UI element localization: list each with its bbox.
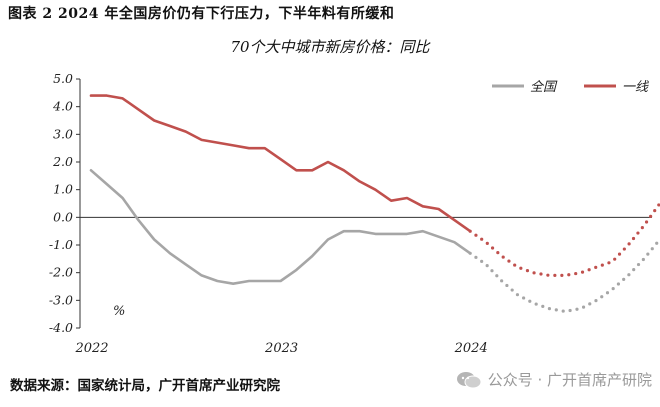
y-tick-label: 2.0 xyxy=(52,154,73,169)
y-tick-label: -2.0 xyxy=(49,265,73,280)
wechat-icon xyxy=(456,371,482,388)
y-tick-label: -1.0 xyxy=(49,237,73,252)
y-unit-label: % xyxy=(113,304,125,319)
source-note: 数据来源：国家统计局，广开首席产业研究院 xyxy=(10,378,280,394)
y-tick-label: 0.0 xyxy=(53,209,73,224)
x-tick-label: 2023 xyxy=(264,341,298,356)
series-line-tier1-solid xyxy=(89,94,472,233)
x-tick-label: 2024 xyxy=(454,341,488,356)
y-tick-label: 3.0 xyxy=(53,126,73,141)
series-line-national-solid xyxy=(89,169,472,286)
series-line-tier1-dotted xyxy=(468,201,660,277)
legend-label: 全国 xyxy=(530,79,558,95)
legend: 全国 一线 xyxy=(492,79,649,95)
legend-label: 一线 xyxy=(622,80,649,95)
x-tick-label: 2022 xyxy=(74,341,108,356)
y-tick-label: 4.0 xyxy=(52,99,73,114)
series-lines xyxy=(89,94,660,313)
y-tick-label: 5.0 xyxy=(53,71,73,86)
watermark-text: 公众号 · 广开首席产研院 xyxy=(487,371,652,389)
chart-title: 70个大中城市新房价格：同比 xyxy=(230,38,431,56)
watermark: 公众号 · 广开首席产研院 xyxy=(456,369,652,390)
y-tick-label: 1.0 xyxy=(53,182,73,197)
y-tick-label: -4.0 xyxy=(49,320,73,335)
figure-title: 图表 2 2024 年全国房价仍有下行压力，下半年料有所缓和 xyxy=(8,6,395,22)
y-tick-label: -3.0 xyxy=(49,292,73,307)
series-line-national-dotted xyxy=(468,237,660,313)
